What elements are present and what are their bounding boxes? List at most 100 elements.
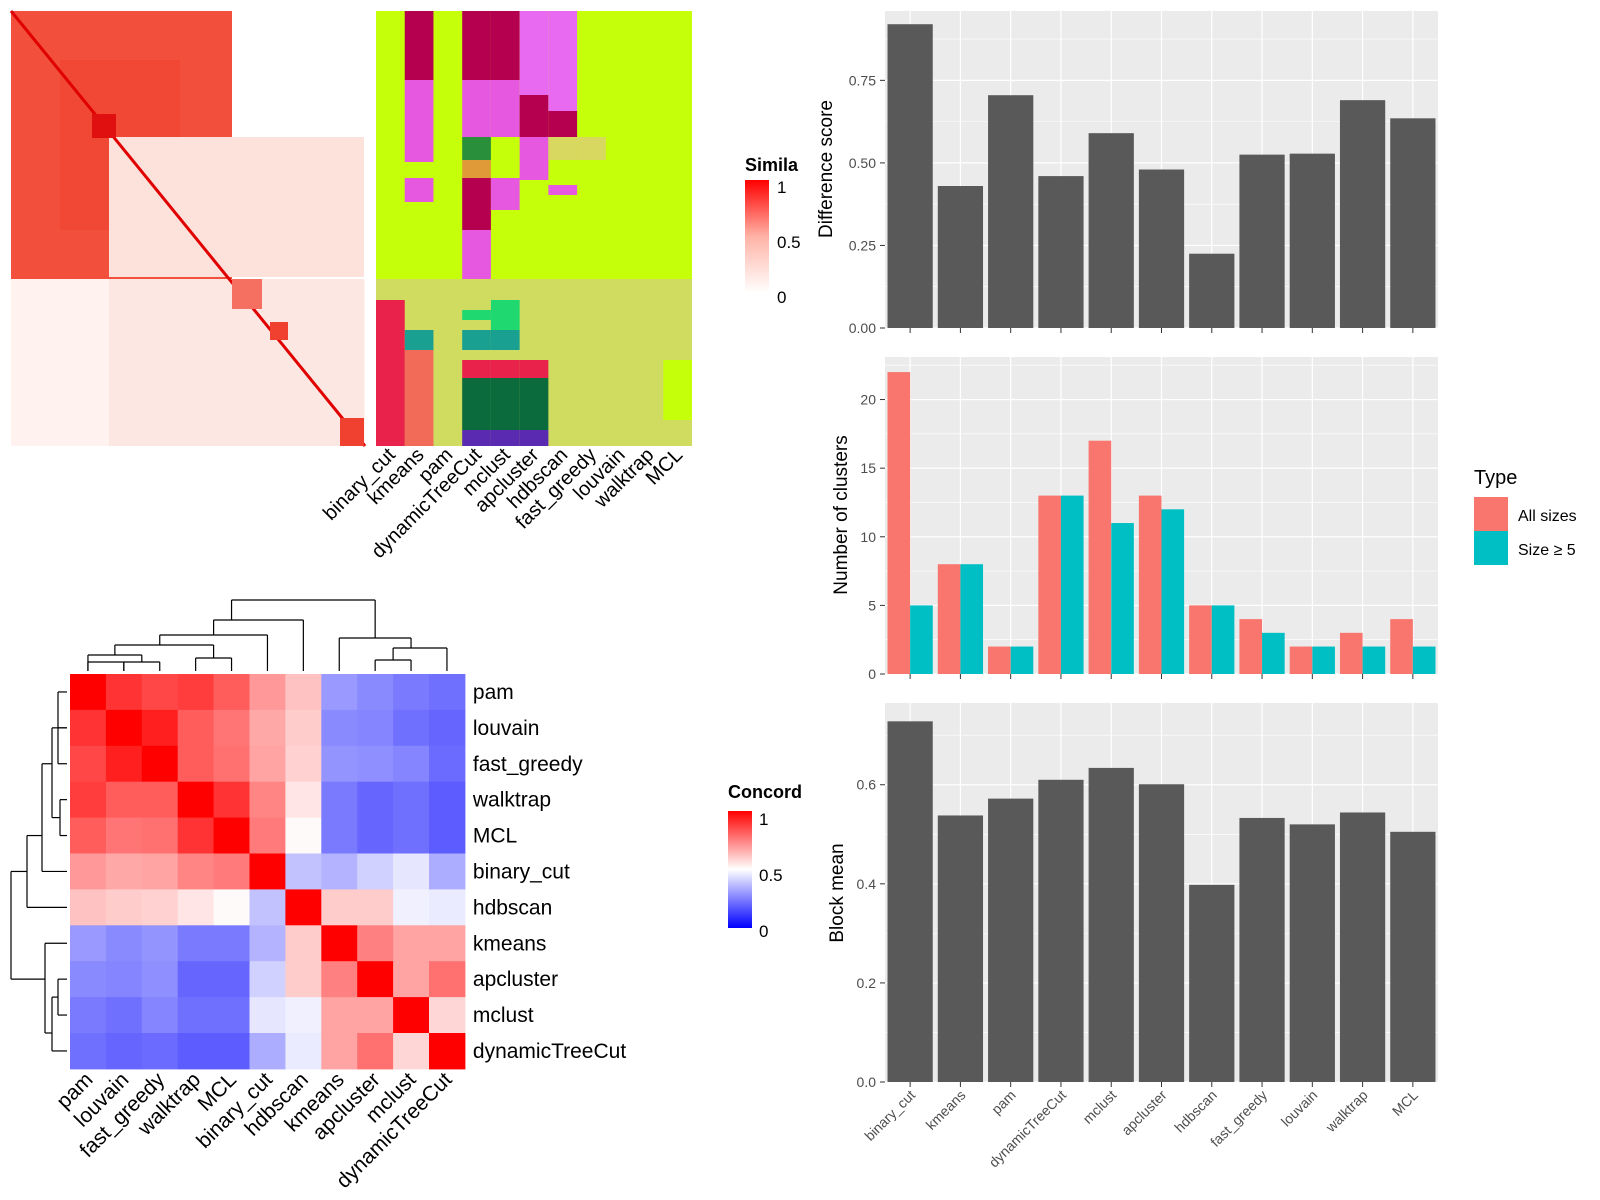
concordance-cell	[429, 889, 466, 926]
concordance-cell	[70, 745, 107, 783]
concordance-cell	[393, 925, 430, 962]
concordance-cell	[429, 997, 466, 1034]
cluster-block	[548, 11, 578, 111]
cluster-block	[663, 360, 692, 380]
cluster-block	[519, 137, 549, 180]
concordance-cell	[357, 997, 394, 1034]
bar-dynamicTreeCut	[1038, 176, 1084, 328]
concordance-cell	[177, 997, 215, 1034]
similarity-column-labels: binary_cutkmeanspamdynamicTreeCutmclusta…	[319, 444, 687, 563]
concordance-cell	[177, 961, 215, 998]
bar-size-ge5-hdbscan	[1211, 605, 1235, 674]
concordance-cell	[105, 709, 143, 747]
concordance-cell	[70, 781, 107, 819]
bar-all-sizes-pam	[988, 646, 1011, 674]
concordance-cell	[70, 817, 107, 854]
concordance-cell	[177, 1033, 215, 1070]
cluster-count-chart: 0 5 10 15 20 Number of clusters Type All siz…	[831, 357, 1577, 682]
bar-all-sizes-apcluster	[1138, 495, 1162, 674]
cluster-block	[519, 430, 549, 446]
concordance-row-label: binary_cut	[473, 860, 570, 883]
concordance-cell	[177, 925, 215, 962]
bar-binary_cut	[887, 24, 933, 328]
concordance-cell	[177, 674, 215, 711]
difference-y-axis-title: Difference score	[816, 100, 837, 238]
x-tick-label: walktrap	[1322, 1087, 1371, 1136]
similarity-legend-title: Simila	[745, 155, 799, 175]
concordance-cell	[249, 925, 286, 962]
difference-bars	[887, 24, 1436, 328]
bar-mclust	[1088, 133, 1134, 328]
similarity-block-2	[109, 137, 364, 277]
blockmean-y-axis-title: Block mean	[827, 843, 848, 942]
legend-key-size-ge5	[1474, 531, 1508, 565]
cluster-block	[462, 178, 491, 230]
legend-key-all-sizes	[1474, 497, 1508, 531]
concordance-cell	[105, 961, 143, 998]
bar-mclust	[1088, 767, 1134, 1082]
concordance-cell	[285, 997, 322, 1034]
x-tick-label: MCL	[1389, 1087, 1421, 1119]
concordance-cell	[249, 817, 286, 854]
concordance-row-label: mclust	[473, 1004, 534, 1027]
concordance-cell	[105, 745, 143, 783]
cluster-block	[462, 11, 491, 80]
cluster-block	[548, 111, 578, 137]
cluster-block	[462, 160, 491, 178]
concordance-cell	[285, 1033, 322, 1070]
concordance-cell	[285, 817, 322, 854]
difference-score-chart: 0.00 0.25 0.50 0.75 Difference score	[816, 11, 1438, 336]
concordance-cell	[321, 674, 358, 711]
concordance-cell	[213, 709, 250, 747]
concordance-dendrograms	[10, 599, 448, 1052]
concordance-column-labels: pamlouvainfast_greedywalktrapMCLbinary_c…	[52, 1068, 456, 1193]
concordance-legend-title: Concord	[728, 782, 802, 802]
blockmean-bars	[887, 721, 1436, 1082]
concordance-row-label: hdbscan	[473, 896, 552, 919]
legend-label-size-ge5: Size ≥ 5	[1518, 542, 1576, 559]
y-tick-label: 0.0	[857, 1074, 877, 1090]
cluster-block	[519, 378, 549, 430]
concordance-cell	[321, 925, 358, 962]
cluster-block	[462, 310, 491, 320]
cluster-block	[404, 137, 434, 162]
y-tick-label: 0.6	[857, 777, 877, 793]
concordance-cell	[105, 781, 143, 819]
clusters-x-ticks	[909, 674, 1414, 679]
concordance-cell	[141, 997, 179, 1034]
concordance-cell	[213, 997, 250, 1034]
cluster-block	[490, 330, 520, 350]
concordance-legend-tick: 0	[759, 922, 768, 941]
concordance-cell	[141, 745, 179, 783]
concordance-cell	[141, 817, 179, 854]
cluster-block	[404, 178, 434, 202]
concordance-cell	[393, 817, 430, 854]
y-tick-label: 5	[868, 597, 876, 613]
concordance-cell	[70, 853, 107, 890]
concordance-heatmap: pam louvain fast_greedy walktrap MCL binary_c…	[10, 599, 802, 1193]
similarity-heatmap: binary_cutkmeanspamdynamicTreeCutmclusta…	[9, 10, 801, 563]
similarity-legend-gradient	[745, 180, 769, 293]
similarity-subblock	[340, 418, 364, 446]
bar-louvain	[1289, 153, 1335, 328]
concordance-row-label: walktrap	[472, 789, 551, 812]
cluster-block	[663, 380, 692, 420]
bar-size-ge5-mclust	[1111, 523, 1134, 674]
concordance-cell	[177, 745, 215, 783]
legend-label-all-sizes: All sizes	[1518, 508, 1577, 525]
cluster-block	[519, 11, 549, 95]
y-tick-label: 0.2	[857, 975, 877, 991]
concordance-cell	[321, 853, 358, 890]
concordance-cell	[249, 745, 286, 783]
cluster-block	[462, 378, 491, 430]
cluster-block	[462, 137, 491, 160]
bar-fast_greedy	[1239, 817, 1285, 1082]
cluster-block	[577, 137, 606, 160]
x-tick-label: pam	[988, 1087, 1019, 1118]
concordance-cell	[393, 853, 430, 890]
concordance-cell	[105, 853, 143, 890]
concordance-cell	[357, 817, 394, 854]
cluster-block	[462, 230, 491, 279]
concordance-cell	[357, 709, 394, 747]
